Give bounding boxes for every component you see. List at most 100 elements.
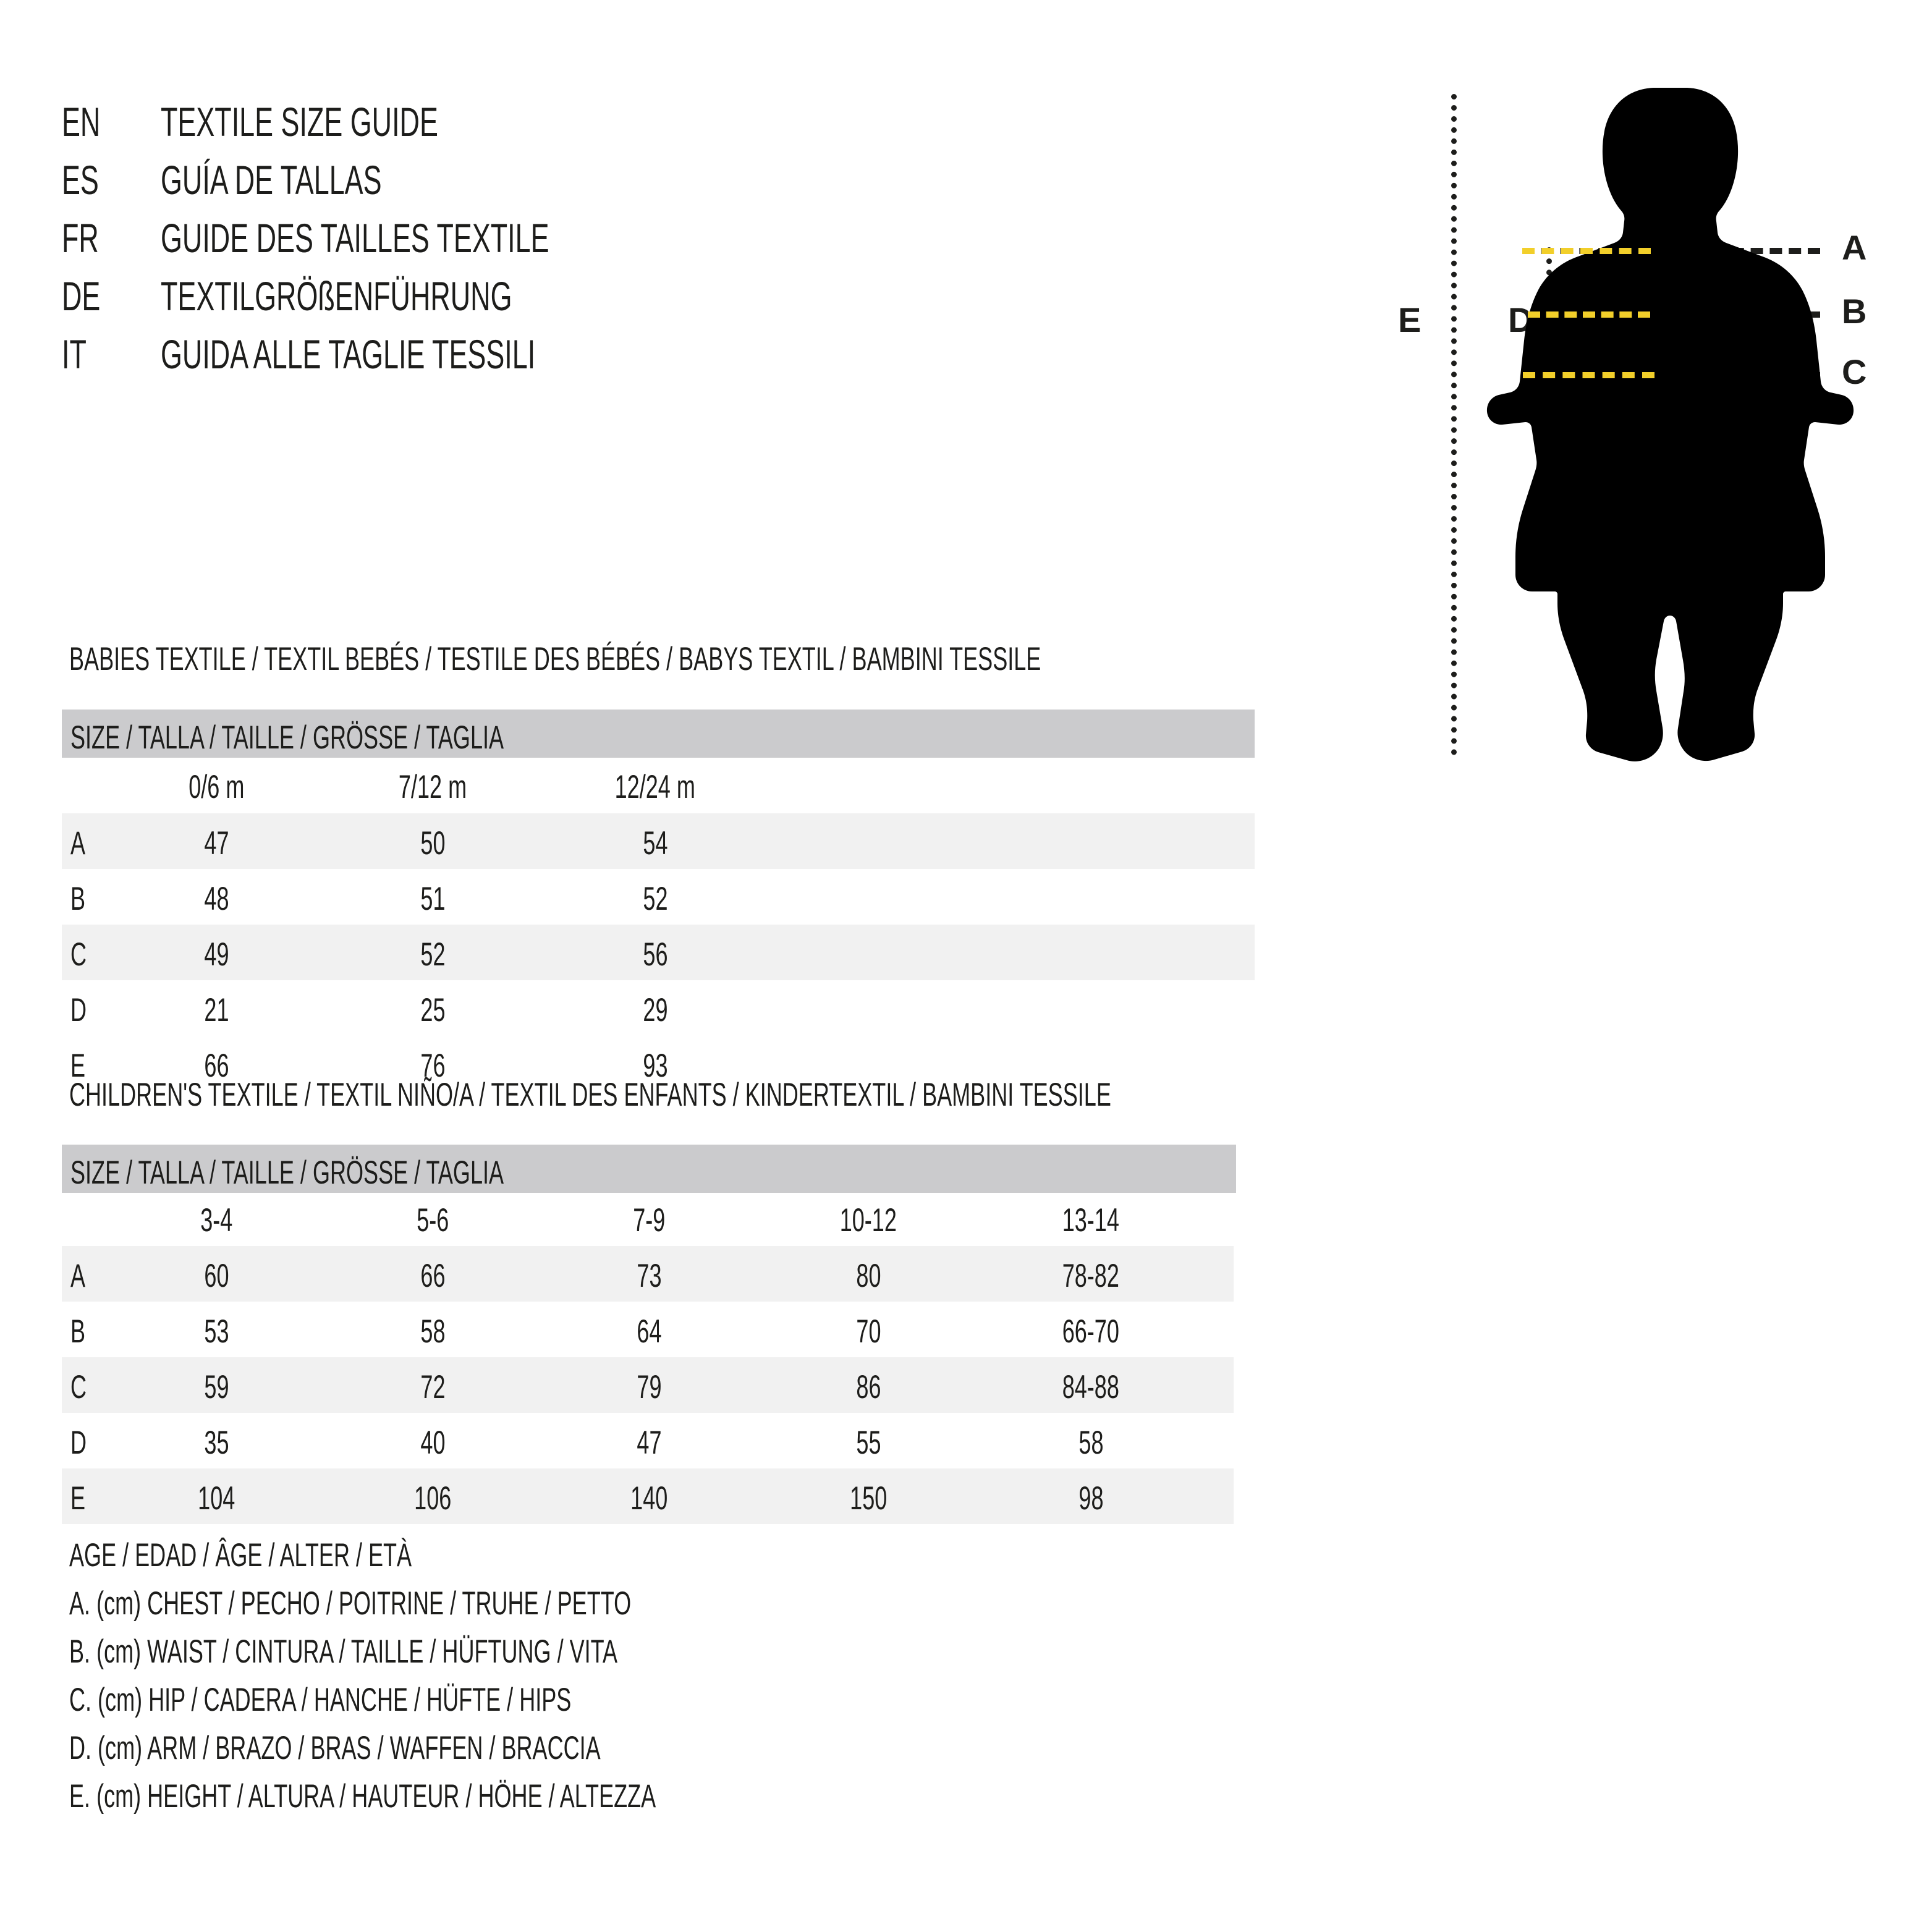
children-row-label: B bbox=[70, 1313, 86, 1350]
children-cell: 59 bbox=[203, 1369, 229, 1405]
babies-cell: 76 bbox=[420, 1048, 446, 1084]
title-row: DE TEXTILGRÖßENFÜHRUNG bbox=[62, 267, 1112, 325]
babies-cell: 50 bbox=[420, 825, 446, 862]
title-text-fr: GUIDE DES TAILLES TEXTILE bbox=[161, 215, 549, 261]
babies-row-label: C bbox=[70, 936, 87, 973]
figure-label-e: E bbox=[1398, 300, 1421, 339]
children-row-stripe bbox=[62, 1357, 1234, 1413]
title-lang-de: DE bbox=[62, 273, 101, 319]
height-guide-line-e bbox=[1451, 94, 1457, 755]
children-cell: 58 bbox=[420, 1313, 446, 1350]
children-col-header: 5-6 bbox=[416, 1202, 449, 1239]
title-text-en: TEXTILE SIZE GUIDE bbox=[161, 99, 438, 145]
children-cell: 86 bbox=[855, 1369, 881, 1405]
babies-cell: 48 bbox=[203, 881, 229, 917]
babies-cell: 66 bbox=[203, 1048, 229, 1084]
legend-row-a: A. (cm) CHEST / PECHO / POITRINE / TRUHE… bbox=[69, 1585, 632, 1622]
children-cell: 53 bbox=[203, 1313, 229, 1350]
babies-cell: 51 bbox=[420, 881, 446, 917]
children-cell: 66 bbox=[420, 1258, 446, 1294]
legend-row-c: C. (cm) HIP / CADERA / HANCHE / HÜFTE / … bbox=[69, 1682, 572, 1718]
children-row-stripe bbox=[62, 1468, 1234, 1524]
babies-cell: 56 bbox=[642, 936, 668, 973]
children-cell: 35 bbox=[203, 1425, 229, 1461]
children-size-bar bbox=[62, 1145, 1236, 1193]
title-row: IT GUIDA ALLE TAGLIE TESSILI bbox=[62, 325, 1112, 383]
children-cell: 70 bbox=[855, 1313, 881, 1350]
babies-row-stripe bbox=[62, 925, 1255, 980]
children-cell: 140 bbox=[630, 1480, 668, 1517]
title-text-de: TEXTILGRÖßENFÜHRUNG bbox=[161, 273, 512, 319]
title-lang-it: IT bbox=[62, 331, 87, 377]
babies-row-stripe bbox=[62, 974, 1255, 980]
legend-row-d: D. (cm) ARM / BRAZO / BRAS / WAFFEN / BR… bbox=[69, 1730, 601, 1766]
babies-col-header: 12/24 m bbox=[614, 769, 696, 805]
babies-cell: 25 bbox=[420, 992, 446, 1028]
children-row-label: A bbox=[70, 1258, 86, 1294]
children-cell: 106 bbox=[413, 1480, 452, 1517]
children-col-header: 10-12 bbox=[839, 1202, 897, 1239]
children-cell: 40 bbox=[420, 1425, 446, 1461]
title-lang-fr: FR bbox=[62, 215, 99, 261]
children-row-stripe bbox=[62, 1246, 1234, 1302]
children-cell: 80 bbox=[855, 1258, 881, 1294]
children-row-label: C bbox=[70, 1369, 87, 1405]
figure-label-c: C bbox=[1842, 352, 1867, 391]
children-size-bar-label: SIZE / TALLA / TAILLE / GRÖSSE / TAGLIA bbox=[70, 1155, 504, 1191]
babies-row-stripe bbox=[62, 813, 1255, 869]
waist-measure-line-b bbox=[1528, 311, 1650, 318]
measurement-figure: A B C D E bbox=[1398, 80, 1932, 766]
children-cell: 64 bbox=[636, 1313, 662, 1350]
babies-section-heading: BABIES TEXTILE / TEXTIL BEBÉS / TESTILE … bbox=[69, 641, 1041, 677]
babies-size-bar-label: SIZE / TALLA / TAILLE / GRÖSSE / TAGLIA bbox=[70, 719, 504, 756]
babies-cell: 21 bbox=[203, 992, 229, 1028]
babies-cell: 49 bbox=[203, 936, 229, 973]
measurement-legend: AGE / EDAD / ÂGE / ALTER / ETÀ A. (cm) C… bbox=[69, 1539, 932, 1828]
babies-cell: 93 bbox=[642, 1048, 668, 1084]
title-text-it: GUIDA ALLE TAGLIE TESSILI bbox=[161, 331, 536, 377]
babies-row-label: B bbox=[70, 881, 86, 917]
children-cell: 79 bbox=[636, 1369, 662, 1405]
children-cell: 55 bbox=[855, 1425, 881, 1461]
children-col-header: 7-9 bbox=[632, 1202, 666, 1239]
title-lang-en: EN bbox=[62, 99, 101, 145]
children-cell: 47 bbox=[636, 1425, 662, 1461]
babies-row-label: A bbox=[70, 825, 86, 862]
children-cell: 78-82 bbox=[1062, 1258, 1120, 1294]
children-col-header: 13-14 bbox=[1062, 1202, 1120, 1239]
children-row-label: E bbox=[70, 1480, 86, 1517]
child-silhouette-icon bbox=[1486, 88, 1854, 761]
title-lang-es: ES bbox=[62, 157, 99, 203]
babies-col-header: 7/12 m bbox=[398, 769, 467, 805]
children-row-label: D bbox=[70, 1425, 87, 1461]
babies-row-label: E bbox=[70, 1048, 86, 1084]
children-cell: 104 bbox=[197, 1480, 235, 1517]
figure-label-a: A bbox=[1842, 228, 1867, 267]
children-cell: 58 bbox=[1078, 1425, 1104, 1461]
title-row: FR GUIDE DES TAILLES TEXTILE bbox=[62, 209, 1112, 267]
title-text-es: GUÍA DE TALLAS bbox=[161, 157, 382, 203]
babies-size-bar bbox=[62, 710, 1255, 758]
children-cell: 66-70 bbox=[1062, 1313, 1120, 1350]
babies-row-label: D bbox=[70, 992, 87, 1028]
children-col-header: 3-4 bbox=[200, 1202, 233, 1239]
figure-label-b: B bbox=[1842, 292, 1867, 331]
hip-measure-line-c bbox=[1523, 372, 1654, 378]
children-cell: 98 bbox=[1078, 1480, 1104, 1517]
legend-age-line: AGE / EDAD / ÂGE / ALTER / ETÀ bbox=[69, 1537, 412, 1574]
legend-row-b: B. (cm) WAIST / CINTURA / TAILLE / HÜFTU… bbox=[69, 1633, 618, 1670]
babies-cell: 52 bbox=[420, 936, 446, 973]
chest-measure-line-a bbox=[1522, 248, 1651, 254]
babies-col-header: 0/6 m bbox=[188, 769, 245, 805]
babies-cell: 54 bbox=[642, 825, 668, 862]
children-cell: 60 bbox=[203, 1258, 229, 1294]
babies-cell: 52 bbox=[642, 881, 668, 917]
babies-cell: 29 bbox=[642, 992, 668, 1028]
children-cell: 72 bbox=[420, 1369, 446, 1405]
babies-cell: 47 bbox=[203, 825, 229, 862]
children-cell: 73 bbox=[636, 1258, 662, 1294]
title-block: EN TEXTILE SIZE GUIDE ES GUÍA DE TALLAS … bbox=[62, 93, 1112, 383]
legend-row-e: E. (cm) HEIGHT / ALTURA / HAUTEUR / HÖHE… bbox=[69, 1778, 656, 1815]
title-row: EN TEXTILE SIZE GUIDE bbox=[62, 93, 1112, 151]
title-row: ES GUÍA DE TALLAS bbox=[62, 151, 1112, 209]
